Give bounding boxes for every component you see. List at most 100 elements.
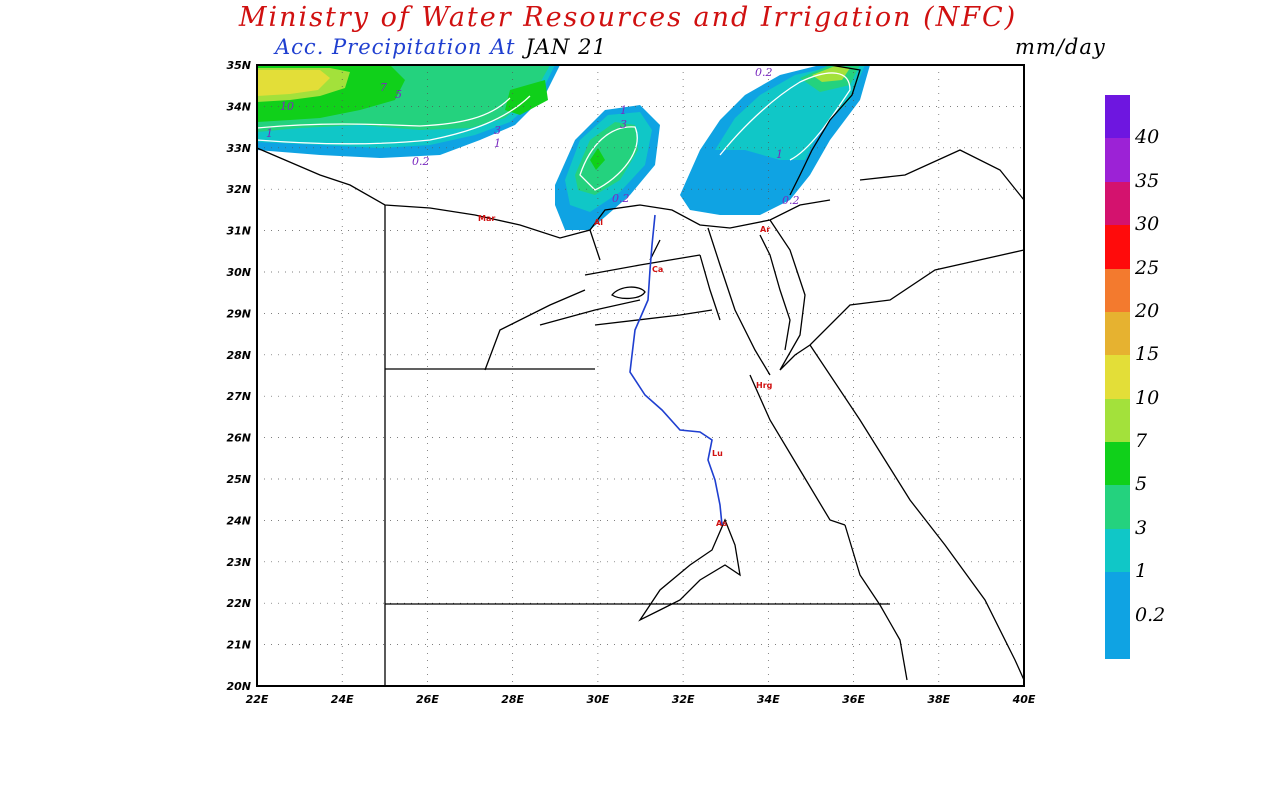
legend-label: 1 bbox=[1135, 560, 1148, 583]
latitude-label: 20N bbox=[226, 680, 251, 693]
med-coastline bbox=[257, 147, 831, 239]
legend-swatch bbox=[1105, 485, 1130, 530]
contour-label: 0.2 bbox=[782, 194, 800, 207]
chart-title: Ministry of Water Resources and Irrigati… bbox=[238, 2, 1018, 33]
latitude-label: 22N bbox=[226, 597, 251, 610]
legend-swatch bbox=[1105, 181, 1130, 226]
city-label: As bbox=[716, 519, 727, 528]
gulf-suez bbox=[707, 227, 771, 376]
latitude-label: 23N bbox=[226, 556, 251, 569]
legend-swatch bbox=[1105, 225, 1130, 270]
contour-lines bbox=[257, 72, 851, 191]
longitude-label: 28E bbox=[501, 693, 524, 706]
rain-blob-ne-lime bbox=[812, 66, 850, 82]
red-sea-east-coast bbox=[809, 344, 1024, 681]
legend-label: 10 bbox=[1135, 386, 1160, 409]
turkey-coast bbox=[789, 65, 861, 196]
latitude-label: 33N bbox=[226, 142, 251, 155]
latitude-label: 26N bbox=[226, 432, 251, 445]
rain-band-nw-green2 bbox=[505, 80, 548, 115]
units-label: mm/day bbox=[1015, 35, 1106, 59]
legend-label: 25 bbox=[1135, 256, 1160, 279]
contour-label: 1 bbox=[620, 104, 627, 117]
contour-label: 7 bbox=[380, 81, 387, 94]
legend-label: 0.2 bbox=[1135, 603, 1166, 626]
legend-swatch bbox=[1105, 311, 1130, 356]
legend-label: 5 bbox=[1135, 473, 1148, 496]
latitude-label: 31N bbox=[226, 225, 251, 238]
date-label: JAN 21 bbox=[525, 35, 607, 59]
longitude-label: 24E bbox=[331, 693, 354, 706]
contour-label: 1 bbox=[494, 137, 501, 150]
latitude-label: 34N bbox=[226, 100, 251, 113]
nile-river bbox=[629, 214, 723, 526]
longitude-labels: 22E 24E 26E 28E 30E 32E 34E 36E 38E 40E bbox=[246, 693, 1036, 706]
city-label: Mar bbox=[478, 214, 495, 223]
contour-label: 3 bbox=[494, 124, 501, 137]
longitude-label: 26E bbox=[416, 693, 439, 706]
rain-blob-delta-green bbox=[575, 122, 638, 195]
city-label: Lu bbox=[712, 449, 723, 458]
levant-border bbox=[769, 219, 1024, 371]
jordan-border bbox=[859, 149, 1024, 201]
longitude-label: 38E bbox=[927, 693, 950, 706]
city-labels: Mar Al Ca Ar Hrg Lu As bbox=[478, 214, 773, 528]
latitude-label: 27N bbox=[226, 390, 251, 403]
city-label: Ar bbox=[760, 225, 770, 234]
latitude-label: 29N bbox=[226, 307, 251, 320]
contour-label: 0.2 bbox=[612, 192, 630, 205]
contour-label: 3 bbox=[620, 118, 627, 131]
precipitation-fill bbox=[257, 65, 870, 230]
city-label: Al bbox=[594, 218, 603, 227]
latitude-label: 25N bbox=[226, 473, 251, 486]
latitude-labels: 35N 34N 33N 32N 31N 30N 29N 28N 27N 26N 25N 24N 23N 2… bbox=[226, 59, 251, 693]
lake-nasser bbox=[638, 518, 741, 622]
sinai-left bbox=[759, 234, 791, 351]
longitude-label: 30E bbox=[586, 693, 609, 706]
governorate-lines bbox=[484, 229, 721, 371]
contour-label: 0.2 bbox=[412, 155, 430, 168]
legend-swatch bbox=[1105, 95, 1130, 139]
longitude-label: 34E bbox=[757, 693, 780, 706]
rain-band-nw-yellow bbox=[257, 70, 330, 96]
legend-swatch bbox=[1105, 572, 1130, 617]
longitude-label: 36E bbox=[842, 693, 865, 706]
city-label: Ca bbox=[652, 265, 663, 274]
legend-label: 20 bbox=[1135, 299, 1160, 322]
city-label: Hrg bbox=[756, 381, 773, 390]
map-frame bbox=[256, 64, 1025, 687]
fayoum bbox=[611, 286, 646, 300]
contour-label: 1 bbox=[776, 148, 783, 161]
sudan-coast bbox=[844, 524, 908, 681]
contour-label: 0.2 bbox=[755, 66, 773, 79]
latitude-label: 30N bbox=[226, 266, 251, 279]
legend-swatch bbox=[1105, 528, 1130, 573]
legend-swatch bbox=[1105, 615, 1130, 660]
legend-swatch bbox=[1105, 138, 1130, 183]
longitude-label: 22E bbox=[246, 693, 269, 706]
legend-label: 40 bbox=[1135, 126, 1160, 149]
legend-label: 7 bbox=[1135, 430, 1148, 453]
legend-swatch bbox=[1105, 398, 1130, 443]
latitude-label: 28N bbox=[226, 349, 251, 362]
contour-label: 1 bbox=[266, 127, 273, 140]
chart-subtitle: Acc. Precipitation At JAN 21 bbox=[275, 35, 607, 59]
borders bbox=[257, 65, 1024, 685]
subtitle-text: Acc. Precipitation At bbox=[275, 35, 516, 59]
latitude-label: 21N bbox=[226, 639, 251, 652]
red-sea-west-coast bbox=[749, 374, 846, 526]
legend-label: 35 bbox=[1135, 169, 1160, 192]
longitude-label: 40E bbox=[1012, 693, 1036, 706]
latitude-label: 24N bbox=[226, 514, 251, 527]
legend-label: 3 bbox=[1135, 516, 1148, 539]
legend-swatch bbox=[1105, 442, 1130, 486]
rain-blob-delta-dark bbox=[590, 148, 605, 170]
contour-label: 5 bbox=[395, 88, 402, 101]
legend-swatch bbox=[1105, 355, 1130, 400]
latitude-label: 32N bbox=[226, 183, 251, 196]
legend-label: 15 bbox=[1135, 343, 1160, 366]
contour-label-group: 10 7 5 3 1 1 0.2 1 3 0.2 1 0.2 0.2 1 bbox=[266, 66, 800, 207]
legend-swatch bbox=[1105, 268, 1130, 313]
contour-label: 10 bbox=[280, 100, 294, 113]
